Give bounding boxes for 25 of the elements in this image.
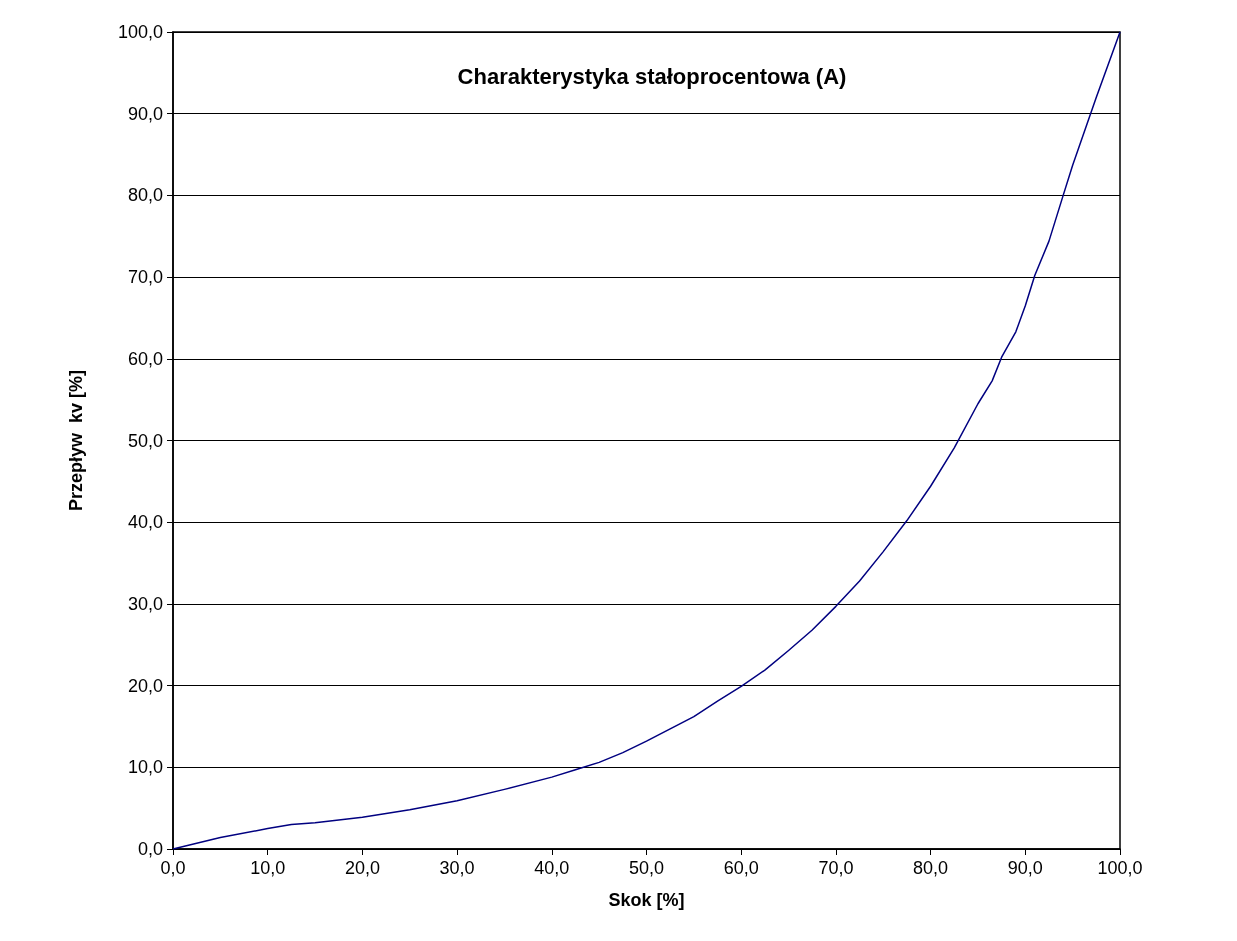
x-tick-label: 70,0 xyxy=(818,858,854,878)
y-tick-label: 50,0 xyxy=(127,430,163,451)
x-tick-label: 60,0 xyxy=(723,858,759,878)
text: Charakterystyka stałoprocentowa (A) xyxy=(457,63,847,89)
y-tick-label: 30,0 xyxy=(127,593,163,614)
x-tick-label: 20,0 xyxy=(344,858,380,878)
y-tick-label: 90,0 xyxy=(127,103,163,124)
y-tick-label: 100,0 xyxy=(117,22,163,42)
x-tick-label: 30,0 xyxy=(439,858,475,878)
x-tick-label: 100,0 xyxy=(1097,858,1143,878)
y-tick-label: 0,0 xyxy=(137,839,163,859)
x-tick-label: 10,0 xyxy=(250,858,286,878)
x-tick-label: 80,0 xyxy=(913,858,949,878)
x-axis-title: Skok [%] xyxy=(608,890,685,910)
y-tick-label: 80,0 xyxy=(127,185,163,206)
y-tick-label: 40,0 xyxy=(127,512,163,533)
y-tick-label: 60,0 xyxy=(127,348,163,369)
y-tick-label: 10,0 xyxy=(127,757,163,778)
y-axis-title: Przepływ kv [%] xyxy=(66,369,86,512)
y-tick-label: 20,0 xyxy=(127,675,163,696)
x-tick-label: 90,0 xyxy=(1007,858,1043,878)
y-tick-label: 70,0 xyxy=(127,267,163,288)
x-tick-label: 40,0 xyxy=(534,858,570,878)
x-tick-label: 0,0 xyxy=(160,858,186,878)
x-tick-label: 50,0 xyxy=(628,858,665,878)
